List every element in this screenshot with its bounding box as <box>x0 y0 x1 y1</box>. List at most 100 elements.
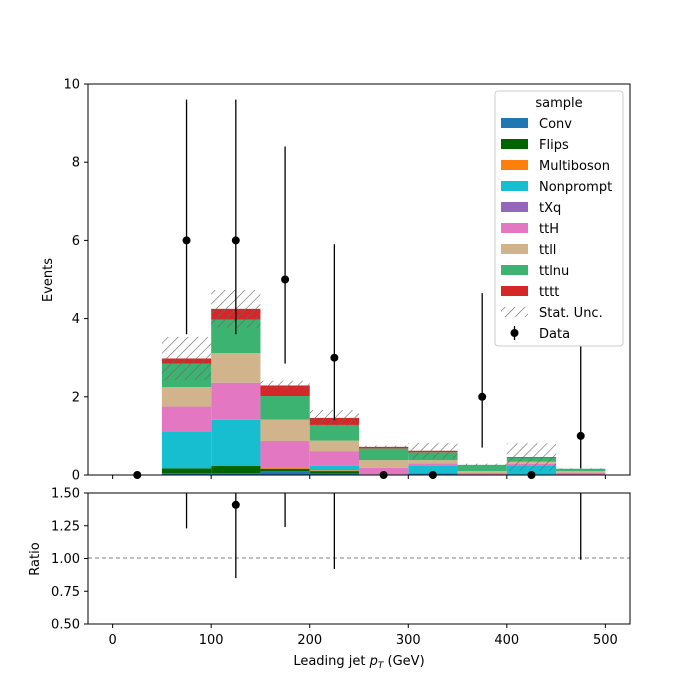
legend-label-stat-unc: Stat. Unc. <box>539 306 603 321</box>
legend-swatch-conv <box>501 118 528 128</box>
legend-swatch-stat-unc <box>501 307 528 317</box>
bar-nonprompt-bin-2 <box>211 419 261 467</box>
legend-label-nonprompt: Nonprompt <box>539 180 612 195</box>
legend-label-ttll: ttll <box>539 243 556 258</box>
x-tick-label-400: 400 <box>494 633 519 648</box>
legend-title: sample <box>535 96 582 111</box>
y-axis-label: Events <box>41 258 56 302</box>
bar-tth-bin-9 <box>556 472 606 475</box>
bar-multiboson-bin-4 <box>309 470 359 472</box>
x-tick-label-300: 300 <box>396 633 421 648</box>
bar-tth-bin-2 <box>211 382 261 420</box>
legend-swatch-ttll <box>501 244 528 254</box>
bar-conv-bin-1 <box>161 473 212 475</box>
stat-unc-band-bin-6 <box>408 442 458 459</box>
ratio-y-tick-label-1.25: 1.25 <box>51 519 80 534</box>
legend-label-data: Data <box>539 327 570 342</box>
ratio-y-tick-label-1.50: 1.50 <box>51 487 80 502</box>
bar-ttlnu-bin-3 <box>260 396 310 420</box>
bar-ttll-bin-2 <box>211 353 261 383</box>
ratio-y-tick-label-1.00: 1.00 <box>51 552 80 567</box>
legend-label-multiboson: Multiboson <box>539 159 610 174</box>
data-points <box>133 99 585 479</box>
bar-tth-bin-1 <box>161 406 212 432</box>
y-tick-label-10: 10 <box>63 78 80 93</box>
bar-nonprompt-bin-1 <box>161 431 212 469</box>
x-tick-label-200: 200 <box>297 633 322 648</box>
main-axis-ticks: 0 2 4 6 8 10 <box>63 78 606 484</box>
legend-swatch-ttlnu <box>501 265 528 275</box>
y-tick-label-2: 2 <box>72 390 80 405</box>
bar-nonprompt-bin-4 <box>309 465 359 471</box>
stat-unc-band-bin-1 <box>161 336 212 380</box>
main-panel: 0 2 4 6 8 10 Events sample Conv Flips Multiboson… <box>41 78 631 484</box>
legend-label-conv: Conv <box>539 117 572 132</box>
data-point-2 <box>231 236 240 245</box>
data-point-3 <box>281 275 290 284</box>
bar-ttlnu-bin-4 <box>309 424 359 441</box>
legend-box <box>494 90 624 347</box>
bar-tttt-bin-3 <box>260 385 310 397</box>
legend-swatch-txq <box>501 202 528 212</box>
stat-uncertainty-bands <box>161 290 606 471</box>
bar-tth-bin-4 <box>309 451 359 466</box>
y-tick-label-0: 0 <box>72 469 80 484</box>
data-point-1 <box>182 236 191 245</box>
x-tick-label-500: 500 <box>593 633 618 648</box>
bar-ttll-bin-9 <box>556 471 606 473</box>
bar-ttlnu-bin-5 <box>359 448 409 461</box>
bar-conv-bin-3 <box>260 471 310 475</box>
stat-unc-band-bin-3 <box>260 380 310 391</box>
bar-tth-bin-6 <box>408 463 458 466</box>
data-point-7 <box>478 392 487 401</box>
legend-label-tttt: tttt <box>539 285 559 300</box>
ratio-axis-ticks: 0 100 200 300 400 500 0.50 0.75 1.00 1.25 1.50 <box>51 487 618 649</box>
bar-ttll-bin-6 <box>408 460 458 464</box>
stat-unc-band-bin-9 <box>556 468 606 470</box>
main-axes-frame <box>87 83 631 476</box>
stat-unc-band-bin-8 <box>506 443 557 471</box>
legend-label-ttlnu: ttlnu <box>539 264 569 279</box>
ratio-y-tick-label-0.75: 0.75 <box>51 585 80 600</box>
data-point-4 <box>330 353 339 362</box>
x-tick-label-100: 100 <box>199 633 224 648</box>
y-tick-label-6: 6 <box>72 234 80 249</box>
bar-tth-bin-7 <box>457 473 507 475</box>
legend-swatch-flips <box>501 139 528 149</box>
ratio-y-tick-label-0.50: 0.50 <box>51 618 80 633</box>
x-axis-label: Leading jet pT (GeV) <box>293 654 424 671</box>
legend-swatch-tttt <box>501 286 528 296</box>
bar-ttll-bin-4 <box>309 440 359 452</box>
bar-flips-bin-2 <box>211 466 261 474</box>
legend-swatch-nonprompt <box>501 181 528 191</box>
bar-conv-bin-2 <box>211 473 261 475</box>
legend-swatch-multiboson <box>501 160 528 170</box>
bar-conv-bin-4 <box>309 473 359 475</box>
data-point-9 <box>576 431 585 440</box>
bar-ttlnu-bin-7 <box>457 464 507 472</box>
bar-flips-bin-3 <box>260 468 310 472</box>
bar-flips-bin-1 <box>161 468 212 474</box>
bar-ttll-bin-3 <box>260 419 310 441</box>
legend: sample Conv Flips Multiboson Nonprompt tXq ttH… <box>494 90 624 347</box>
bar-ttll-bin-7 <box>457 471 507 474</box>
ratio-point-0 <box>231 500 240 509</box>
y-tick-label-8: 8 <box>72 156 80 171</box>
stat-unc-band-bin-7 <box>457 463 507 467</box>
bar-ttll-bin-5 <box>359 460 409 468</box>
bar-flips-bin-4 <box>309 471 359 474</box>
y-tick-label-4: 4 <box>72 312 80 327</box>
bar-multiboson-bin-3 <box>260 467 310 469</box>
stat-unc-band-bin-5 <box>359 445 409 449</box>
bar-nonprompt-bin-6 <box>408 465 458 474</box>
bar-ttll-bin-1 <box>161 387 212 407</box>
ratio-axes-frame <box>87 492 631 625</box>
ratio-panel: 0 100 200 300 400 500 0.50 0.75 1.00 1.25 1.50 Rat… <box>28 487 631 671</box>
ratio-y-axis-label: Ratio <box>28 542 43 575</box>
bar-ttlnu-bin-9 <box>556 468 606 472</box>
bar-tth-bin-3 <box>260 440 310 468</box>
legend-swatch-tth <box>501 223 528 233</box>
x-tick-label-0: 0 <box>108 633 116 648</box>
ratio-points <box>185 493 582 579</box>
